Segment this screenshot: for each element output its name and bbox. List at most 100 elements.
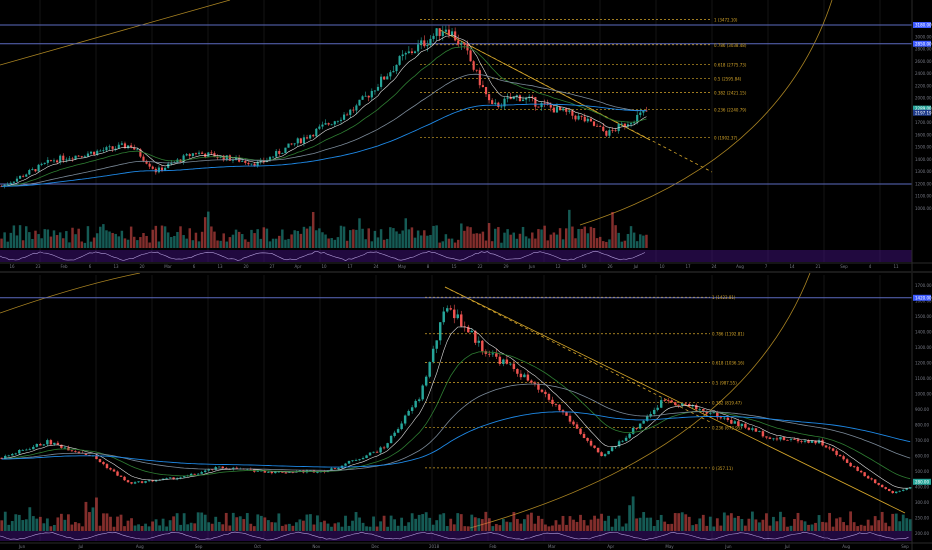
chart-panel-bottom[interactable]: 1 (1423.81) 0.786 (1192.81) 0.618 (1036.16… bbox=[0, 273, 932, 550]
volume-bar bbox=[568, 209, 571, 248]
volume-bar bbox=[126, 239, 130, 248]
candle-body bbox=[392, 71, 395, 73]
volume-bar bbox=[611, 211, 614, 248]
price-axis-label: 3000.00 bbox=[915, 34, 932, 39]
candle-body bbox=[89, 151, 93, 154]
candle-body bbox=[902, 489, 905, 491]
time-axis-label: Jun bbox=[528, 264, 536, 269]
volume-bar bbox=[645, 517, 649, 531]
candle-body bbox=[347, 461, 351, 464]
candle-body bbox=[296, 138, 299, 144]
price-axis-label: 2200.00 bbox=[915, 83, 932, 88]
oscillator-band bbox=[0, 250, 912, 262]
candle-body bbox=[583, 116, 586, 122]
volume-bar bbox=[828, 512, 831, 531]
volume-bar bbox=[866, 519, 870, 531]
candle-body bbox=[495, 353, 498, 357]
candle-body bbox=[0, 457, 3, 460]
candle-body bbox=[831, 448, 835, 451]
volume-bar bbox=[639, 234, 642, 248]
candle-body bbox=[46, 159, 49, 163]
arc-line bbox=[0, 273, 811, 529]
volume-bar bbox=[116, 516, 119, 531]
volume-bar bbox=[344, 515, 347, 531]
volume-bar bbox=[487, 223, 491, 248]
candle-body bbox=[565, 412, 568, 416]
volume-bar bbox=[586, 233, 590, 248]
volume-bar bbox=[337, 522, 340, 531]
candle-body bbox=[123, 143, 127, 149]
volume-bar bbox=[561, 239, 565, 248]
candle-body bbox=[315, 128, 318, 137]
candle-body bbox=[608, 130, 611, 136]
volume-bar bbox=[473, 517, 477, 531]
candle-body bbox=[74, 155, 77, 160]
candle-body bbox=[349, 109, 352, 115]
candle-body bbox=[880, 484, 884, 488]
candle-body bbox=[275, 151, 278, 157]
volume-bar bbox=[222, 233, 225, 248]
candle-body bbox=[426, 44, 429, 47]
volume-bar bbox=[340, 526, 344, 531]
volume-bar bbox=[235, 517, 239, 531]
price-chart-top[interactable]: 1 (3472.10) 0.786 (3038.48) 0.618 (2775.73… bbox=[0, 0, 932, 271]
candle-body bbox=[450, 31, 454, 36]
candle-body bbox=[365, 455, 368, 459]
volume-bar bbox=[80, 241, 84, 248]
candle-body bbox=[796, 439, 800, 442]
candle-body bbox=[638, 423, 642, 429]
candle-body bbox=[467, 326, 470, 333]
panel-divider[interactable] bbox=[0, 271, 932, 273]
volume-bar bbox=[593, 515, 596, 531]
volume-bar bbox=[817, 515, 821, 531]
candle-body bbox=[352, 109, 355, 111]
volume-bar bbox=[403, 525, 407, 531]
volume-bar bbox=[475, 233, 478, 248]
volume-bar bbox=[114, 233, 117, 248]
volume-bar bbox=[575, 521, 579, 531]
price-chart-bottom[interactable]: 1 (1423.81) 0.786 (1192.81) 0.618 (1036.16… bbox=[0, 273, 932, 550]
candle-body bbox=[873, 479, 877, 484]
volume-bar bbox=[842, 522, 846, 531]
candle-body bbox=[28, 170, 31, 175]
candle-body bbox=[56, 160, 59, 163]
volume-bar bbox=[197, 241, 201, 248]
time-axis-label: Apr bbox=[295, 264, 302, 269]
price-badge-label: 2197.19 bbox=[915, 110, 932, 115]
volume-bar bbox=[786, 526, 789, 531]
volume-bar bbox=[364, 239, 367, 248]
candle-body bbox=[52, 160, 56, 162]
volume-bar bbox=[193, 523, 197, 531]
volume-bar bbox=[524, 236, 528, 248]
candle-body bbox=[71, 158, 74, 160]
chart-panel-top[interactable]: 1 (3472.10) 0.786 (3038.48) 0.618 (2775.73… bbox=[0, 0, 932, 271]
candle-body bbox=[498, 356, 502, 364]
candle-body bbox=[49, 440, 53, 445]
volume-bar bbox=[624, 523, 628, 531]
volume-bar bbox=[670, 523, 674, 531]
price-badge-label: 3180.00 bbox=[915, 23, 932, 28]
candle-body bbox=[453, 309, 456, 319]
candle-body bbox=[108, 146, 111, 148]
candle-body bbox=[744, 423, 747, 428]
volume-bar bbox=[642, 235, 645, 248]
candle-body bbox=[98, 459, 102, 463]
candle-body bbox=[786, 439, 789, 441]
candle-body bbox=[460, 42, 463, 45]
volume-bar bbox=[148, 242, 151, 248]
volume-bar bbox=[70, 524, 74, 531]
volume-bar bbox=[221, 524, 225, 531]
candle-body bbox=[414, 400, 417, 408]
volume-bar bbox=[130, 518, 133, 531]
volume-bar bbox=[635, 241, 639, 248]
candle-body bbox=[49, 159, 52, 161]
candle-body bbox=[552, 107, 555, 113]
volume-bar bbox=[908, 519, 912, 531]
candle-body bbox=[379, 447, 382, 453]
time-axis-label: 17 bbox=[685, 264, 691, 269]
volume-bar bbox=[501, 519, 505, 531]
volume-bar bbox=[803, 521, 807, 531]
volume-bar bbox=[132, 236, 136, 248]
volume-bar bbox=[182, 235, 185, 248]
candle-body bbox=[225, 468, 228, 469]
